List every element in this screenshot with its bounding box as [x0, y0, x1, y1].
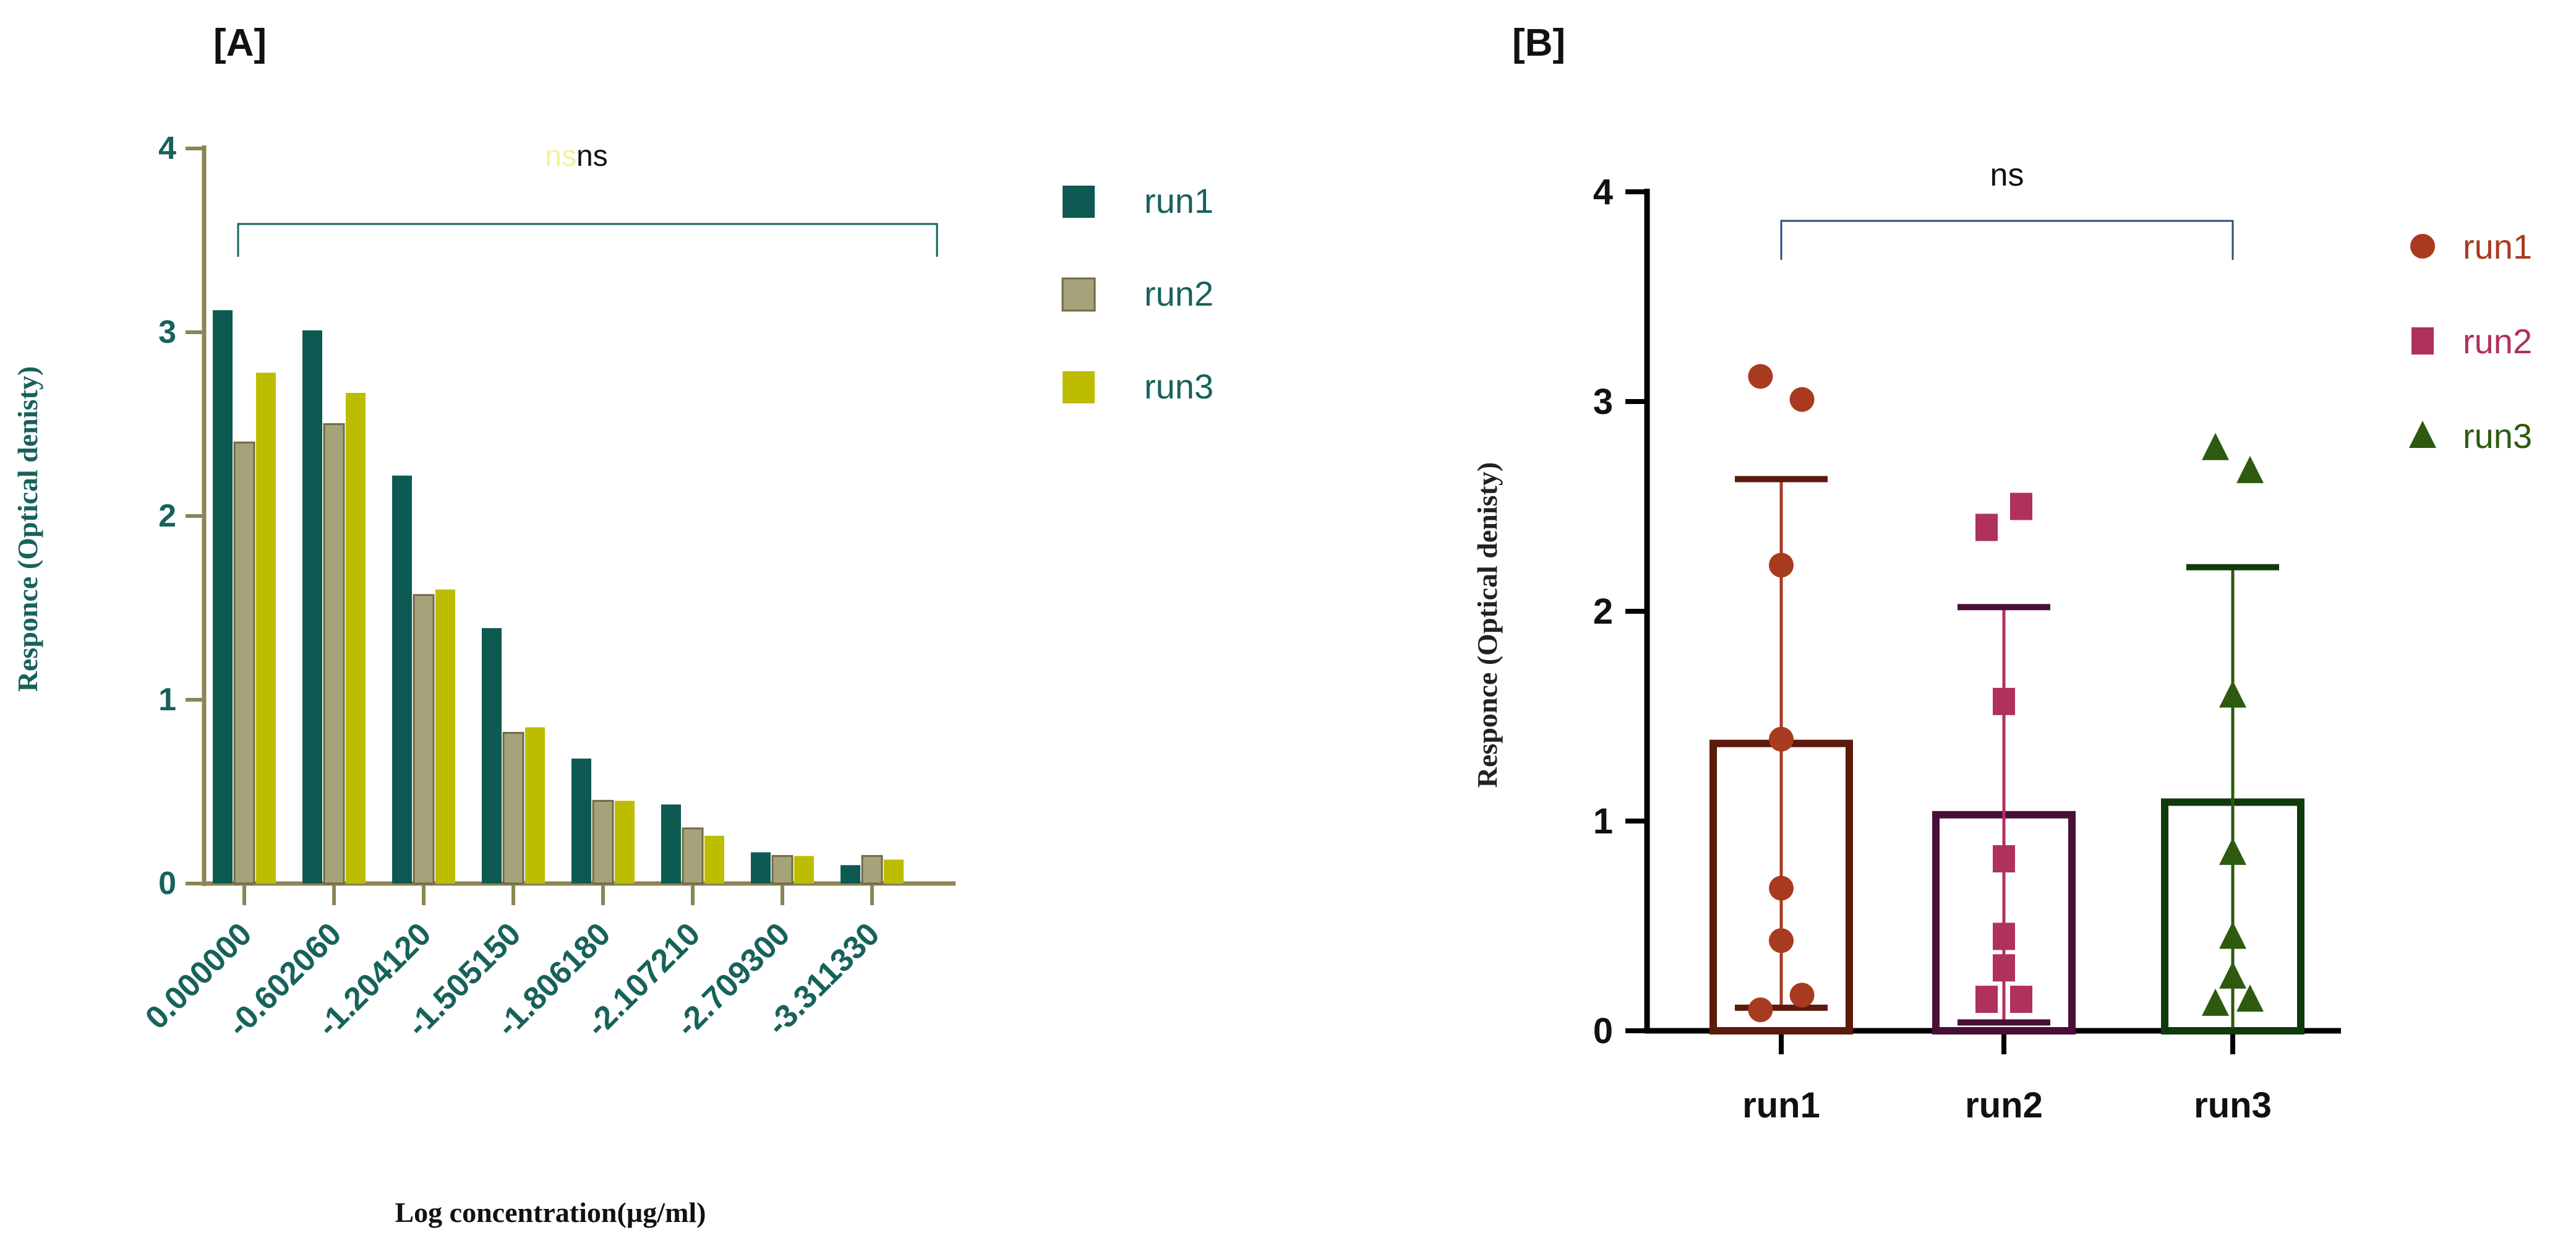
panel-a-y-tick-label: 0 — [158, 866, 176, 901]
panel-a-bar-run1 — [392, 475, 412, 884]
panel-b-point-run2 — [1993, 923, 2015, 950]
panel-a-bar-run2 — [323, 423, 345, 885]
panel-a-bar-run3 — [525, 727, 545, 884]
panel-b-significance-bracket — [1780, 220, 2234, 260]
panel-b-y-tick-label: 1 — [1593, 801, 1613, 841]
panel-a-legend-label: run3 — [1144, 367, 1213, 406]
panel-a-bar-run3 — [884, 859, 904, 884]
panel-a-bar-run1 — [751, 852, 771, 884]
panel-a-bar-run3 — [256, 372, 276, 884]
panel-a-legend-label: run1 — [1144, 181, 1213, 220]
panel-b-point-run3 — [2236, 455, 2264, 483]
panel-b-ns-annotation: ns — [1990, 157, 2024, 193]
panel-b-point-run3 — [2202, 988, 2229, 1016]
panel-a-bar-run3 — [794, 856, 814, 884]
panel-b-data-points — [1748, 364, 2264, 1023]
panel-b-point-run3 — [2219, 961, 2246, 989]
panel-b-point-run2 — [1975, 986, 1998, 1013]
panel-a-y-axis-label: Responce (Optical denisty) — [12, 366, 43, 692]
panel-b-point-run3 — [2219, 680, 2246, 708]
panel-b-point-run2 — [1993, 687, 2015, 715]
panel-b-legend-marker-run1 — [2410, 234, 2435, 259]
panel-b-x-tick-label: run1 — [1742, 1085, 1820, 1125]
panel-b-legend-marker-run2 — [2411, 327, 2434, 355]
panel-b-point-run1 — [1769, 553, 1794, 578]
panel-a-y-tick-label: 2 — [158, 498, 176, 534]
panel-b-legend: run1 run2 run3 — [2409, 227, 2532, 455]
panel-a-bars — [213, 310, 904, 885]
panel-b-point-run3 — [2202, 432, 2229, 460]
panel-b-label: [B] — [1512, 22, 1565, 64]
panel-b-point-run2 — [2010, 492, 2032, 520]
panel-a-bar-run1 — [841, 865, 860, 884]
panel-a-x-axis-label: Log concentration(µg/ml) — [395, 1197, 706, 1228]
panel-a-bar-run1 — [571, 759, 591, 884]
panel-a-bar-run1 — [661, 804, 681, 884]
panel-b-point-run1 — [1769, 928, 1794, 953]
panel-a-bar-run1 — [213, 310, 233, 884]
panel-a-bar-run2 — [502, 731, 524, 885]
panel-b-point-run2 — [1975, 514, 1998, 541]
panel-b-x-tick-label: run2 — [1965, 1085, 2043, 1125]
panel-b-ticks — [1625, 189, 2235, 1054]
panel-b-point-run3 — [2236, 984, 2264, 1012]
panel-b-point-run2 — [1993, 954, 2015, 982]
panel-a-legend-swatch-run2 — [1061, 277, 1096, 312]
panel-a-y-tick-label: 3 — [158, 314, 176, 350]
panel-a-legend-swatch-run1 — [1063, 186, 1095, 218]
panel-b-y-tick-label: 2 — [1593, 591, 1613, 632]
panel-a-bar-run2 — [682, 827, 704, 885]
panel-b-point-run2 — [2010, 986, 2032, 1013]
panel-a-y-tick-label: 1 — [158, 682, 176, 718]
panel-a-bar-run2 — [771, 854, 794, 885]
panel-b-legend-label: run2 — [2463, 322, 2532, 361]
panel-b-point-run3 — [2219, 837, 2246, 865]
panel-a-ticks — [186, 147, 874, 905]
panel-b-legend-label: run1 — [2463, 227, 2532, 266]
panel-a-ns-faded-annotation: ns — [545, 140, 576, 173]
panel-a-label: [A] — [213, 22, 267, 64]
panel-b-point-run3 — [2219, 921, 2246, 949]
panel-a-bar-run3 — [704, 835, 724, 884]
panel-a-bar-run3 — [346, 393, 366, 884]
panel-a-bar-run2 — [233, 441, 255, 885]
panel-a-bar-run3 — [435, 589, 455, 884]
panel-a-y-tick-label: 4 — [158, 131, 176, 166]
panel-a-legend: run1 run2 run3 — [1061, 181, 1213, 406]
panel-b-x-tick-labels: run1 run2 run3 — [1742, 1085, 2272, 1125]
panel-b-point-run1 — [1789, 983, 1815, 1008]
panel-b-y-tick-labels: 0 1 2 3 4 — [1593, 172, 1613, 1051]
panel-b-legend-label: run3 — [2463, 416, 2532, 455]
panel-b-point-run1 — [1748, 997, 1773, 1023]
panel-b-y-tick-label: 3 — [1593, 382, 1613, 422]
panel-a-bar-run3 — [615, 801, 635, 884]
panel-a-significance-bracket — [237, 223, 938, 257]
panel-b-legend-marker-run3 — [2409, 421, 2436, 448]
panel-b-y-tick-label: 4 — [1593, 172, 1613, 212]
panel-b-y-axis-label: Responce (Optical denisty) — [1471, 462, 1503, 788]
panel-a-bar-run1 — [302, 330, 322, 884]
panel-b-point-run1 — [1748, 364, 1773, 389]
panel-b-point-run1 — [1769, 875, 1794, 901]
panel-b-dot-bar-chart: [B] Responce (Optical denisty) 0 1 2 3 4 run… — [1471, 22, 2532, 1125]
panel-a-legend-label: run2 — [1144, 274, 1213, 313]
panel-a-bar-run1 — [482, 628, 502, 884]
panel-a-y-tick-labels: 0 1 2 3 4 — [158, 131, 176, 901]
panel-b-point-run1 — [1789, 387, 1815, 412]
panel-a-ns-annotation: ns — [576, 140, 608, 173]
panel-b-x-tick-label: run3 — [2194, 1085, 2272, 1125]
panel-a-legend-swatch-run3 — [1063, 371, 1095, 403]
panel-a-x-tick-labels: 0.000000-0.602060-1.204120-1.505150-1.80… — [139, 916, 886, 1044]
panel-a-bar-chart: [A] Responce (Optical denisty) 0 1 2 3 4 0.0… — [12, 22, 1213, 1228]
panel-a-bar-run2 — [861, 854, 883, 885]
panel-a-bar-run2 — [413, 594, 435, 885]
panel-a-bar-run2 — [592, 799, 614, 885]
panel-b-y-tick-label: 0 — [1593, 1011, 1613, 1051]
panel-b-point-run1 — [1769, 726, 1794, 752]
panel-b-point-run2 — [1993, 845, 2015, 873]
